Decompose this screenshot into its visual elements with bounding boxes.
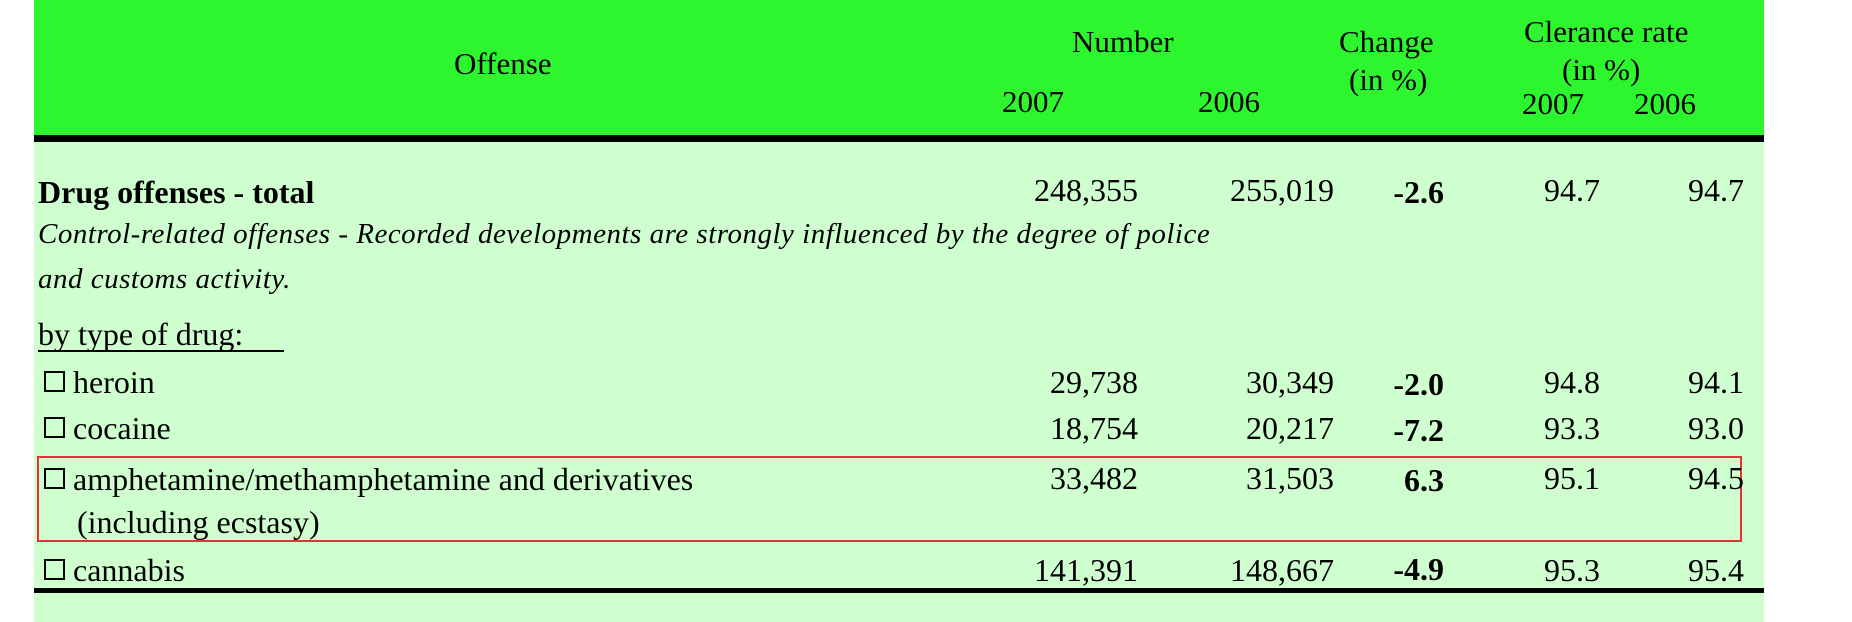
heroin-n2006: 30,349 xyxy=(1246,364,1334,400)
heroin-cr2006: 94.1 xyxy=(1688,364,1744,400)
row-label-amphetamine: amphetamine/methamphetamine and derivati… xyxy=(44,463,693,495)
bottom-rule xyxy=(34,588,1764,593)
table-sheet: Offense Number 2007 2006 Change (in %) C… xyxy=(34,0,1764,622)
note-line-1: Control-related offenses - Recorded deve… xyxy=(38,218,1211,250)
cocaine-change: -7.2 xyxy=(1393,412,1444,448)
change-header: Change xyxy=(1339,24,1434,59)
cannabis-cr2007: 95.3 xyxy=(1544,552,1600,588)
section-label: by type of drug: xyxy=(38,316,244,352)
amphetamine-cr2007: 95.1 xyxy=(1544,460,1600,496)
table-header: Offense Number 2007 2006 Change (in %) C… xyxy=(34,0,1764,135)
checkbox-icon xyxy=(44,468,65,489)
cocaine-n2006: 20,217 xyxy=(1246,410,1334,446)
section-underline xyxy=(38,350,284,352)
checkbox-icon xyxy=(44,371,65,392)
cannabis-cr2006: 95.4 xyxy=(1688,552,1744,588)
year-2007-header: 2007 xyxy=(1002,84,1064,119)
row-label-amphetamine-cont: (including ecstasy) xyxy=(77,504,320,540)
amphetamine-n2006: 31,503 xyxy=(1246,460,1334,496)
cocaine-n2007: 18,754 xyxy=(1050,410,1138,446)
heroin-cr2007: 94.8 xyxy=(1544,364,1600,400)
checkbox-icon xyxy=(44,417,65,438)
cannabis-n2007: 141,391 xyxy=(1034,552,1138,588)
clearance-header: Clerance rate xyxy=(1524,14,1689,49)
total-change: -2.6 xyxy=(1393,174,1444,210)
row-label-cannabis: cannabis xyxy=(44,554,185,586)
heroin-change: -2.0 xyxy=(1393,366,1444,402)
change-unit: (in %) xyxy=(1349,62,1428,97)
row-label-cocaine: cocaine xyxy=(44,412,171,444)
amphetamine-cr2006: 94.5 xyxy=(1688,460,1744,496)
year-2006-header: 2006 xyxy=(1198,84,1260,119)
clearance-2006-header: 2006 xyxy=(1634,86,1696,121)
row-label-text: cannabis xyxy=(73,552,185,588)
total-cr2006: 94.7 xyxy=(1688,172,1744,208)
offense-header: Offense xyxy=(454,46,552,81)
total-n2007: 248,355 xyxy=(1034,172,1138,208)
cannabis-change: -4.9 xyxy=(1393,551,1444,587)
cocaine-cr2006: 93.0 xyxy=(1688,410,1744,446)
row-label-text: amphetamine/methamphetamine and derivati… xyxy=(73,461,694,497)
heroin-n2007: 29,738 xyxy=(1050,364,1138,400)
checkbox-icon xyxy=(44,559,65,580)
row-label-text: heroin xyxy=(73,364,155,400)
header-rule xyxy=(34,135,1764,142)
total-cr2007: 94.7 xyxy=(1544,172,1600,208)
highlight-box xyxy=(37,456,1742,542)
note-line-2: and customs activity. xyxy=(38,263,291,295)
clearance-2007-header: 2007 xyxy=(1522,86,1584,121)
clearance-unit: (in %) xyxy=(1562,52,1641,87)
total-label: Drug offenses - total xyxy=(38,174,315,210)
amphetamine-n2007: 33,482 xyxy=(1050,460,1138,496)
number-header: Number xyxy=(1072,24,1174,59)
cannabis-n2006: 148,667 xyxy=(1230,552,1334,588)
cocaine-cr2007: 93.3 xyxy=(1544,410,1600,446)
row-label-heroin: heroin xyxy=(44,366,155,398)
total-n2006: 255,019 xyxy=(1230,172,1334,208)
row-label-text: cocaine xyxy=(73,410,171,446)
amphetamine-change: 6.3 xyxy=(1404,462,1444,498)
